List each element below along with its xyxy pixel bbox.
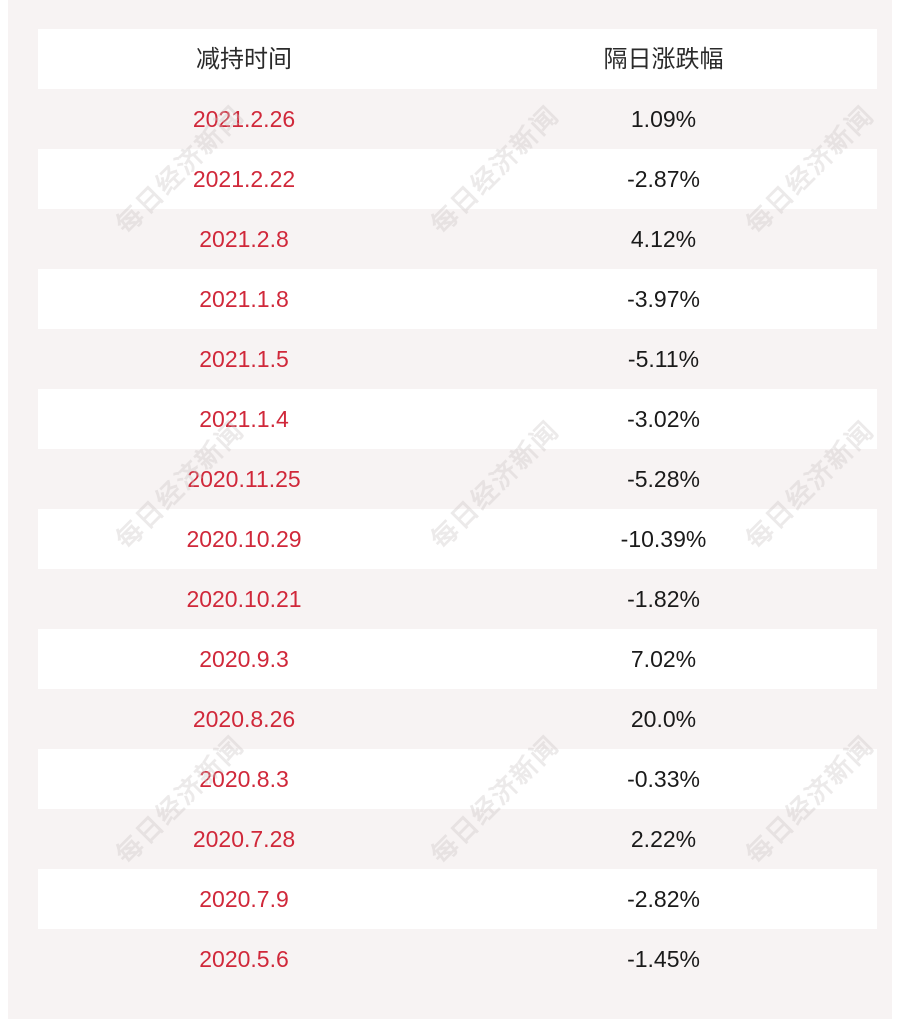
reduction-table: 减持时间 隔日涨跌幅 2021.2.26 1.09% 2021.2.22 -2.87%… — [38, 29, 877, 989]
reduction-date: 2021.1.5 — [199, 346, 289, 372]
reduction-date: 2020.9.3 — [199, 646, 289, 672]
reduction-date: 2020.11.25 — [187, 466, 301, 492]
table-row: 2021.1.4 -3.02% — [38, 389, 877, 449]
reduction-date: 2021.2.8 — [199, 226, 289, 252]
next-day-change: -10.39% — [620, 526, 707, 552]
next-day-change: 20.0% — [630, 706, 697, 732]
next-day-change: -3.02% — [627, 406, 700, 432]
next-day-change: -5.28% — [627, 466, 700, 492]
next-day-change: -3.97% — [627, 286, 700, 312]
table-row: 2020.5.6 -1.45% — [38, 929, 877, 989]
table-row: 2020.9.3 7.02% — [38, 629, 877, 689]
reduction-date: 2020.10.29 — [186, 526, 302, 552]
next-day-change: -1.45% — [627, 946, 700, 972]
table-row: 2021.2.8 4.12% — [38, 209, 877, 269]
reduction-date: 2020.10.21 — [186, 586, 302, 612]
reduction-date: 2021.2.22 — [192, 166, 296, 192]
reduction-date: 2020.7.9 — [199, 886, 289, 912]
reduction-date: 2021.1.4 — [199, 406, 289, 432]
next-day-change: 7.02% — [630, 646, 697, 672]
table-row: 2020.7.9 -2.82% — [38, 869, 877, 929]
table-row: 2021.1.8 -3.97% — [38, 269, 877, 329]
reduction-date: 2020.8.26 — [192, 706, 296, 732]
next-day-change: 4.12% — [630, 226, 697, 252]
reduction-date: 2020.7.28 — [192, 826, 296, 852]
next-day-change: -0.33% — [627, 766, 700, 792]
table-row: 2020.8.26 20.0% — [38, 689, 877, 749]
table-row: 2020.7.28 2.22% — [38, 809, 877, 869]
next-day-change: 2.22% — [630, 826, 697, 852]
next-day-change: -5.11% — [627, 346, 700, 372]
header-date: 减持时间 — [196, 45, 292, 73]
table-header: 减持时间 隔日涨跌幅 — [38, 29, 877, 89]
next-day-change: -2.82% — [627, 886, 700, 912]
table-row: 2021.2.22 -2.87% — [38, 149, 877, 209]
header-change: 隔日涨跌幅 — [603, 45, 724, 73]
next-day-change: -1.82% — [627, 586, 700, 612]
table-row: 2020.10.29 -10.39% — [38, 509, 877, 569]
reduction-date: 2021.1.8 — [199, 286, 289, 312]
next-day-change: -2.87% — [627, 166, 700, 192]
next-day-change: 1.09% — [630, 106, 697, 132]
reduction-date: 2020.8.3 — [199, 766, 289, 792]
table-row: 2020.11.25 -5.28% — [38, 449, 877, 509]
reduction-date: 2020.5.6 — [199, 946, 289, 972]
reduction-date: 2021.2.26 — [192, 106, 296, 132]
table-row: 2020.10.21 -1.82% — [38, 569, 877, 629]
table-row: 2021.2.26 1.09% — [38, 89, 877, 149]
table-row: 2021.1.5 -5.11% — [38, 329, 877, 389]
table-row: 2020.8.3 -0.33% — [38, 749, 877, 809]
